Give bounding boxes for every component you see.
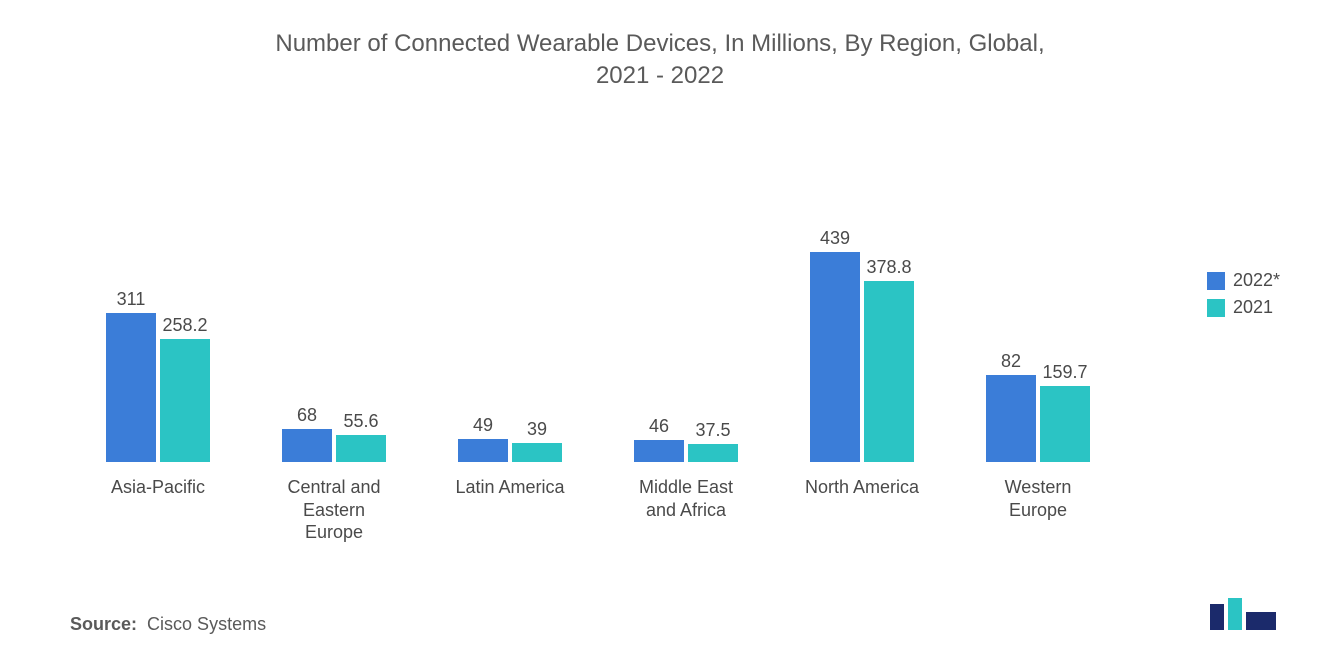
bar: 378.8 [864, 281, 914, 462]
bar: 49 [458, 439, 508, 462]
bar: 82 [986, 375, 1036, 462]
bar: 68 [282, 429, 332, 462]
bar: 311 [106, 313, 156, 462]
chart-title: Number of Connected Wearable Devices, In… [0, 0, 1320, 93]
bar-group: 311258.2 [70, 212, 246, 462]
category-column: 6855.6Central andEasternEurope [246, 130, 422, 550]
category-column: 4637.5Middle Eastand Africa [598, 130, 774, 550]
brand-logo-icon [1210, 598, 1280, 641]
bar: 55.6 [336, 435, 386, 462]
bar: 39 [512, 443, 562, 462]
chart-title-line1: Number of Connected Wearable Devices, In… [0, 28, 1320, 60]
bar-group: 4637.5 [598, 212, 774, 462]
legend: 2022* 2021 [1207, 270, 1280, 324]
bar-group: 439378.8 [774, 212, 950, 462]
legend-item-2022: 2022* [1207, 270, 1280, 291]
bar-group: 6855.6 [246, 212, 422, 462]
bar-value-label: 37.5 [695, 420, 730, 441]
category-label: North America [774, 470, 950, 550]
bar-value-label: 159.7 [1042, 362, 1087, 383]
chart-container: Number of Connected Wearable Devices, In… [0, 0, 1320, 665]
legend-swatch-icon [1207, 272, 1225, 290]
legend-label: 2022* [1233, 270, 1280, 291]
bar-group: 82159.7 [950, 212, 1126, 462]
bar: 439 [810, 252, 860, 462]
category-column: 4939Latin America [422, 130, 598, 550]
bar-group: 4939 [422, 212, 598, 462]
category-label: Middle Eastand Africa [598, 470, 774, 550]
legend-item-2021: 2021 [1207, 297, 1280, 318]
bar-value-label: 378.8 [866, 257, 911, 278]
bar: 46 [634, 440, 684, 462]
category-column: 82159.7WesternEurope [950, 130, 1126, 550]
category-label: WesternEurope [950, 470, 1126, 550]
category-label: Asia-Pacific [70, 470, 246, 550]
legend-swatch-icon [1207, 299, 1225, 317]
plot-area: 311258.2Asia-Pacific6855.6Central andEas… [70, 130, 1130, 550]
category-column: 439378.8North America [774, 130, 950, 550]
legend-label: 2021 [1233, 297, 1273, 318]
bar-value-label: 49 [473, 415, 493, 436]
bar: 37.5 [688, 444, 738, 462]
category-column: 311258.2Asia-Pacific [70, 130, 246, 550]
bar-value-label: 439 [820, 228, 850, 249]
category-label: Latin America [422, 470, 598, 550]
bar-value-label: 68 [297, 405, 317, 426]
bar-value-label: 258.2 [162, 315, 207, 336]
source-line: Source: Cisco Systems [70, 614, 266, 635]
source-value: Cisco Systems [147, 614, 266, 634]
bar-value-label: 311 [117, 289, 146, 310]
category-label: Central andEasternEurope [246, 470, 422, 550]
source-label: Source: [70, 614, 137, 634]
bar: 159.7 [1040, 386, 1090, 462]
chart-title-line2: 2021 - 2022 [0, 60, 1320, 92]
bar-value-label: 55.6 [343, 411, 378, 432]
bar: 258.2 [160, 339, 210, 463]
bar-value-label: 82 [1001, 351, 1021, 372]
bar-value-label: 39 [527, 419, 547, 440]
bar-value-label: 46 [649, 416, 669, 437]
